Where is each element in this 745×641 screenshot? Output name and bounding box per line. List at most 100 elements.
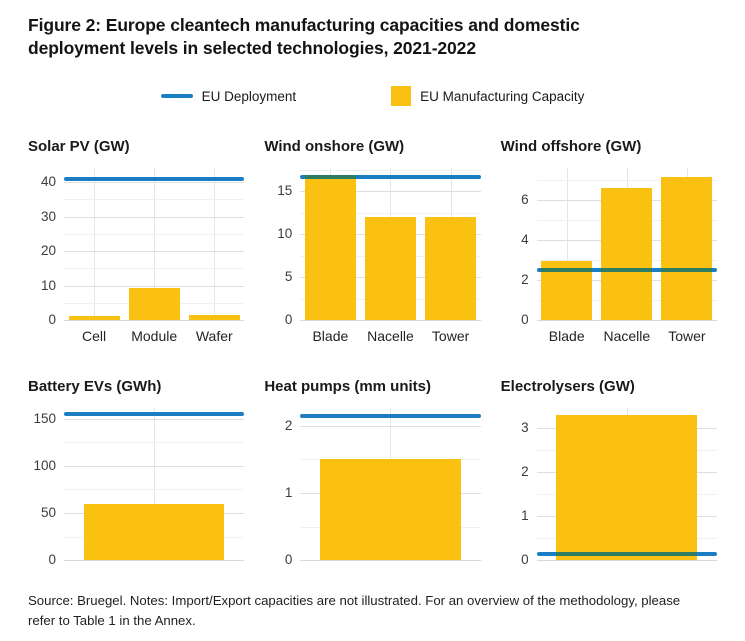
y-axis-tick-label: 2 bbox=[521, 464, 529, 480]
major-gridline bbox=[64, 216, 245, 218]
plot-area-battery-evs: 0 50 100 150 bbox=[33, 408, 245, 567]
y-axis-tick-label: 0 bbox=[48, 552, 56, 568]
capacity-bar bbox=[661, 177, 713, 321]
capacity-bar bbox=[304, 175, 356, 321]
capacity-bar bbox=[83, 503, 225, 561]
vertical-gridline bbox=[566, 168, 568, 321]
x-axis-category-label: Blade bbox=[312, 328, 349, 345]
y-axis-tick-label: 0 bbox=[521, 552, 529, 568]
x-axis-labels: Blade Nacelle Tower bbox=[300, 328, 480, 344]
plot-wrap-electrolysers: 0 1 2 3 bbox=[501, 408, 717, 567]
y-axis-tick-label: 10 bbox=[277, 226, 293, 242]
y-axis-tick-label: 10 bbox=[40, 277, 56, 293]
plot-wrap-battery-evs: 0 50 100 150 bbox=[28, 408, 245, 567]
legend-label-eu-deployment: EU Deployment bbox=[201, 88, 297, 104]
plot-area-wind-onshore: 0 5 10 15 bbox=[277, 168, 481, 327]
major-gridline bbox=[300, 191, 481, 193]
deployment-line bbox=[300, 174, 481, 179]
capacity-bar bbox=[320, 459, 461, 561]
vertical-gridline bbox=[154, 408, 156, 561]
x-axis-category-label: Module bbox=[131, 328, 178, 345]
deployment-line bbox=[64, 176, 245, 181]
plot-area-electrolysers: 0 1 2 3 bbox=[521, 408, 717, 567]
plot-area-solar-pv: 0 10 20 30 40 bbox=[41, 168, 245, 327]
plot-area-heat-pumps: 0 1 2 bbox=[285, 408, 481, 567]
y-axis-tick-label: 100 bbox=[33, 457, 56, 473]
y-axis-tick-label: 6 bbox=[521, 192, 529, 208]
legend: EU Deployment EU Manufacturing Capacity bbox=[28, 86, 717, 107]
capacity-bar bbox=[364, 217, 417, 321]
charts-grid: Solar PV (GW) 0 10 20 30 40 Cell Module Wafer Win… bbox=[28, 138, 717, 567]
y-axis-tick-label: 0 bbox=[48, 312, 56, 328]
deployment-line-over-bar bbox=[661, 268, 713, 273]
deployment-line bbox=[64, 411, 245, 416]
y-axis-tick-label: 0 bbox=[521, 312, 529, 328]
subplot-heat-pumps: Heat pumps (mm units) 0 1 2 bbox=[264, 378, 481, 567]
deployment-line-swatch-icon bbox=[160, 94, 193, 99]
plot-area-wind-offshore: 0 2 4 6 bbox=[521, 168, 717, 327]
y-axis-tick-label: 5 bbox=[284, 269, 293, 285]
x-axis-labels: Blade Nacelle Tower bbox=[537, 328, 717, 344]
minor-gridline bbox=[300, 169, 481, 171]
y-axis-tick-label: 150 bbox=[33, 410, 56, 426]
deployment-line bbox=[300, 413, 481, 418]
x-axis-labels: Cell Module Wafer bbox=[64, 328, 244, 344]
legend-item-eu-deployment: EU Deployment bbox=[160, 88, 297, 104]
capacity-square-swatch-icon bbox=[391, 86, 412, 107]
y-axis-tick-label: 50 bbox=[40, 504, 56, 520]
capacity-bar bbox=[188, 315, 240, 321]
minor-gridline bbox=[300, 212, 481, 214]
subplot-wind-onshore: Wind onshore (GW) 0 5 10 15 Blade Nacelle Tower bbox=[264, 138, 481, 344]
major-gridline bbox=[64, 182, 245, 183]
vertical-gridline bbox=[154, 168, 156, 321]
minor-gridline bbox=[64, 233, 245, 235]
source-note: Source: Bruegel. Notes: Import/Export ca… bbox=[28, 593, 681, 628]
plot-wrap-solar-pv: 0 10 20 30 40 Cell Module Wafer bbox=[28, 168, 245, 344]
capacity-bar bbox=[601, 188, 653, 321]
subplot-wind-offshore: Wind offshore (GW) 0 2 4 6 Blade Nacelle Tower bbox=[501, 138, 717, 344]
y-axis-tick-label: 0 bbox=[284, 552, 293, 568]
vertical-gridline bbox=[94, 168, 96, 321]
deployment-line-over-bar bbox=[556, 551, 698, 556]
deployment-line-over-bar bbox=[601, 268, 653, 273]
subplot-solar-pv: Solar PV (GW) 0 10 20 30 40 Cell Module Wafer bbox=[28, 138, 245, 344]
y-axis-tick-label: 15 bbox=[277, 183, 293, 199]
minor-gridline bbox=[64, 199, 245, 201]
plot-wrap-wind-offshore: 0 2 4 6 Blade Nacelle Tower bbox=[501, 168, 717, 344]
x-axis-category-label: Nacelle bbox=[603, 328, 651, 345]
y-axis-tick-label: 2 bbox=[521, 272, 529, 288]
y-axis-tick-label: 1 bbox=[284, 484, 293, 500]
x-axis-category-label: Tower bbox=[431, 328, 470, 345]
minor-gridline bbox=[64, 268, 245, 270]
major-gridline bbox=[64, 465, 245, 467]
chart-title-wind-offshore: Wind offshore (GW) bbox=[500, 138, 642, 156]
chart-title-solar-pv: Solar PV (GW) bbox=[28, 138, 130, 156]
y-axis-tick-label: 20 bbox=[40, 243, 56, 259]
major-gridline bbox=[64, 418, 245, 420]
y-axis-tick-label: 3 bbox=[521, 420, 529, 435]
x-axis-category-label: Blade bbox=[548, 328, 585, 345]
legend-item-eu-manufacturing-capacity: EU Manufacturing Capacity bbox=[391, 86, 585, 107]
chart-title-heat-pumps: Heat pumps (mm units) bbox=[264, 378, 432, 396]
chart-title-battery-evs: Battery EVs (GWh) bbox=[28, 378, 162, 396]
capacity-bar bbox=[128, 288, 180, 321]
capacity-bar bbox=[425, 217, 477, 321]
capacity-bar bbox=[556, 414, 698, 561]
figure-title: Figure 2: Europe cleantech manufacturing… bbox=[28, 15, 580, 59]
x-axis-category-label: Wafer bbox=[195, 328, 233, 345]
y-axis-tick-label: 2 bbox=[284, 417, 293, 433]
y-axis-tick-label: 30 bbox=[40, 208, 56, 224]
minor-gridline bbox=[64, 442, 245, 444]
deployment-line-over-bar bbox=[541, 268, 593, 273]
subplot-electrolysers: Electrolysers (GW) 0 1 2 3 bbox=[500, 378, 717, 567]
chart-title-wind-onshore: Wind onshore (GW) bbox=[264, 138, 405, 156]
major-gridline bbox=[64, 285, 245, 287]
major-gridline bbox=[64, 251, 245, 253]
y-axis-tick-label: 0 bbox=[284, 312, 293, 328]
chart-title-electrolysers: Electrolysers (GW) bbox=[500, 378, 635, 396]
x-axis-category-label: Tower bbox=[668, 328, 706, 345]
x-axis-category-label: Cell bbox=[81, 328, 107, 345]
subplot-battery-evs: Battery EVs (GWh) 0 50 100 150 bbox=[28, 378, 245, 567]
legend-label-eu-manufacturing-capacity: EU Manufacturing Capacity bbox=[420, 88, 585, 104]
y-axis-tick-label: 40 bbox=[40, 174, 56, 189]
